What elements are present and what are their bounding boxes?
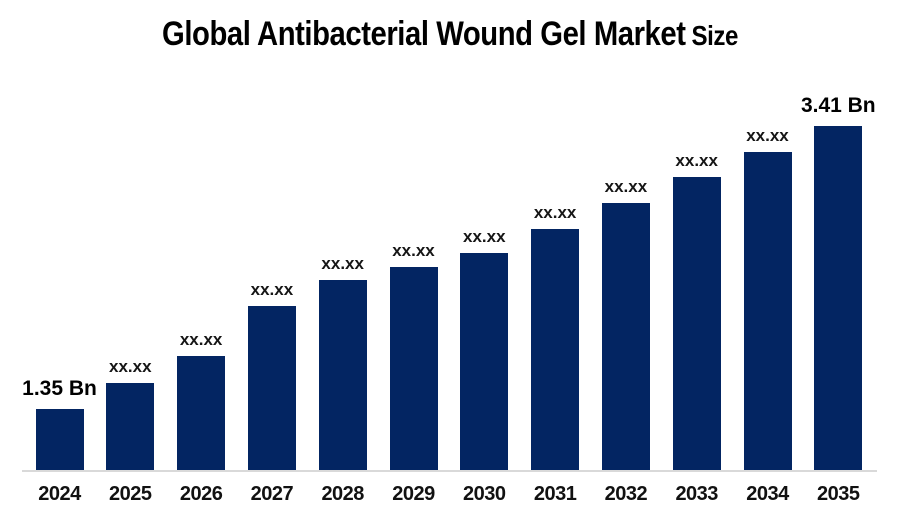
- x-axis-label-2032: 2032: [604, 483, 648, 505]
- x-axis-label-2031: 2031: [533, 483, 577, 505]
- bar-2026: [177, 356, 226, 471]
- bar-2027: [247, 306, 296, 471]
- chart-title-main: Global Antibacterial Wound Gel Market: [162, 15, 686, 53]
- x-axis-label-2026: 2026: [179, 483, 223, 505]
- x-axis-label-2028: 2028: [321, 483, 364, 505]
- x-axis-label-2035: 2035: [817, 483, 860, 505]
- bar-value-label-2030: xx.xx: [463, 227, 506, 247]
- chart-title: Global Antibacterial Wound Gel Market Siz…: [63, 15, 837, 53]
- bar-value-label-2031: xx.xx: [533, 203, 577, 223]
- x-axis-line: [22, 470, 877, 472]
- bar-value-label-2026: xx.xx: [179, 330, 223, 350]
- x-axis-label-2024: 2024: [38, 483, 81, 505]
- x-axis-label-2033: 2033: [675, 483, 718, 505]
- bar-value-label-2024: 1.35 Bn: [22, 376, 97, 400]
- bar-2025: [106, 383, 155, 471]
- bar-value-label-2034: xx.xx: [746, 126, 789, 146]
- bar-value-label-2035: 3.41 Bn: [800, 93, 876, 117]
- bar-2028: [318, 280, 367, 471]
- bar-2024: [35, 409, 84, 471]
- bar-value-label-2033: xx.xx: [675, 151, 718, 171]
- x-axis-label-2029: 2029: [392, 483, 435, 505]
- bar-2030: [460, 253, 509, 471]
- bar-value-label-2032: xx.xx: [604, 177, 648, 197]
- bar-value-label-2025: xx.xx: [109, 357, 152, 377]
- bar-value-label-2028: xx.xx: [321, 254, 364, 274]
- x-axis-label-2034: 2034: [746, 483, 789, 505]
- bar-2035: [814, 126, 863, 471]
- bar-value-label-2027: xx.xx: [250, 280, 294, 300]
- bar-2032: [601, 203, 650, 471]
- bar-2033: [672, 177, 721, 471]
- x-axis-label-2030: 2030: [463, 483, 506, 505]
- bar-2034: [743, 152, 792, 471]
- x-axis-label-2027: 2027: [250, 483, 294, 505]
- chart-title-suffix: Size: [691, 20, 739, 51]
- x-axis-label-2025: 2025: [109, 483, 152, 505]
- bar-value-label-2029: xx.xx: [392, 241, 435, 261]
- bar-2029: [389, 267, 438, 471]
- bar-2031: [531, 229, 580, 471]
